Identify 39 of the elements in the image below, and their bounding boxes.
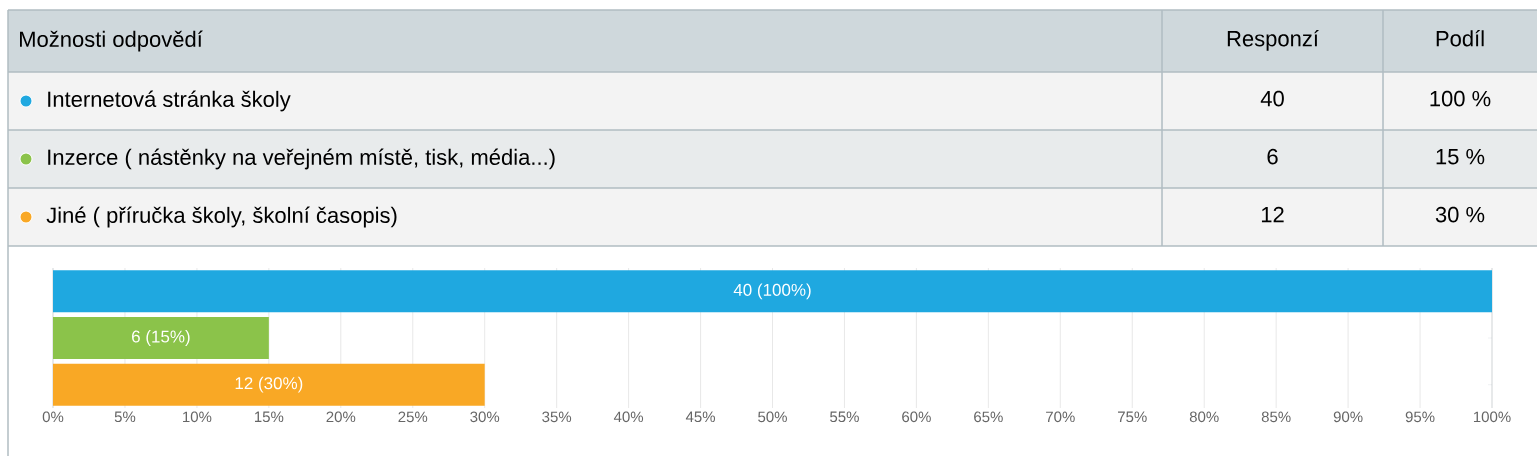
text: Inzerce ( nástěnky na veřejném místě, tisk, média...) (48, 148, 555, 170)
data-label: 6 (15%) (132, 330, 190, 346)
x-tick-label: 90% (1333, 411, 1363, 423)
x-tick-label: 75% (1118, 411, 1147, 423)
text: Internetová stránka školy (48, 90, 291, 112)
bar (53, 317, 269, 359)
x-tick-label: 40% (613, 411, 644, 423)
data-label: 40 (100%) (733, 283, 811, 300)
x-tick-label: 70% (1046, 411, 1075, 423)
text: Jiné ( příručka školy, školní časopis) (46, 206, 397, 228)
x-tick-label: 15% (254, 411, 284, 423)
data-label: 12 (30%) (235, 376, 303, 393)
x-tick-label: 95% (1405, 411, 1435, 423)
x-tick-label: 65% (974, 411, 1003, 423)
text: 100 % (1430, 90, 1491, 107)
x-tick-label: 35% (542, 411, 572, 423)
bar (53, 270, 1493, 313)
text: 30 % (1435, 206, 1485, 223)
text: Možnosti odpovědí (20, 30, 203, 52)
x-tick-label: 20% (326, 411, 356, 423)
x-tick-label: 45% (685, 411, 716, 423)
text: Responzí (1227, 30, 1319, 51)
x-tick-label: 25% (398, 411, 428, 423)
text: 40 (1260, 90, 1284, 107)
text: 12 (1261, 206, 1284, 223)
x-tick-label: 50% (758, 411, 787, 423)
x-tick-label: 80% (1189, 411, 1219, 423)
x-tick-label: 85% (1261, 411, 1291, 423)
bar (53, 363, 485, 406)
text: 15 % (1436, 148, 1485, 165)
x-tick-label: 100% (1473, 411, 1511, 423)
text: Podíl (1436, 30, 1484, 47)
x-tick-label: 0% (42, 411, 64, 423)
x-tick-label: 60% (902, 411, 931, 423)
x-tick-label: 10% (183, 411, 212, 423)
x-tick-label: 30% (470, 411, 500, 423)
text: 6 (1267, 148, 1278, 165)
x-tick-label: 5% (114, 411, 136, 423)
x-tick-label: 55% (830, 411, 859, 423)
